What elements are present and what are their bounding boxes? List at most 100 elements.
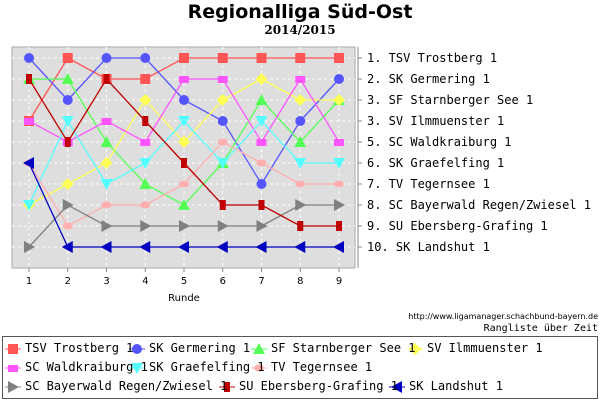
data-point xyxy=(178,116,190,127)
data-point xyxy=(295,199,307,211)
data-point xyxy=(334,180,344,188)
data-point xyxy=(217,116,228,126)
x-tick-label: 7 xyxy=(258,276,264,287)
rank-label: 5. SC Waldkraiburg 1 xyxy=(367,135,512,149)
rank-label: 2. SK Germering 1 xyxy=(367,72,490,86)
data-point xyxy=(254,364,264,372)
data-point xyxy=(294,241,306,253)
x-tick-label: 8 xyxy=(297,276,303,287)
data-point xyxy=(216,241,228,253)
data-point xyxy=(100,157,113,169)
x-tick-label: 6 xyxy=(220,276,226,287)
data-point xyxy=(219,200,226,210)
data-point xyxy=(61,73,74,84)
data-point xyxy=(295,76,306,83)
x-tick-label: 3 xyxy=(103,276,109,287)
data-point xyxy=(140,220,152,232)
rank-label: 8. SC Bayerwald Regen/Zwiesel 1 xyxy=(367,198,591,212)
data-point xyxy=(294,136,307,147)
data-point xyxy=(139,158,152,169)
data-point xyxy=(334,199,345,211)
legend-item-label: SU Ebersberg-Grafing 1 xyxy=(239,379,398,393)
data-point xyxy=(140,74,151,84)
data-point xyxy=(295,53,306,63)
series-sk-graefelfing-1 xyxy=(23,116,345,211)
data-point xyxy=(132,344,142,354)
data-point xyxy=(139,94,152,106)
data-point xyxy=(62,95,73,105)
data-point xyxy=(101,220,113,232)
data-point xyxy=(24,241,35,253)
source-url[interactable]: http://www.ligamanager.schachbund-bayern… xyxy=(408,312,598,321)
series-su-ebersberg-grafing-1 xyxy=(26,74,342,231)
data-point xyxy=(100,136,113,147)
data-point xyxy=(181,158,187,168)
rank-label: 10. SK Landshut 1 xyxy=(367,240,490,254)
legend-item-label: SK Germering 1 xyxy=(149,341,251,355)
data-point xyxy=(140,201,151,209)
data-point xyxy=(179,220,190,232)
data-point xyxy=(24,53,34,63)
data-point xyxy=(334,74,344,84)
data-point xyxy=(391,381,402,393)
data-point xyxy=(179,180,189,188)
data-point xyxy=(297,221,304,231)
data-point xyxy=(140,53,151,63)
data-point xyxy=(294,94,307,106)
data-point xyxy=(24,118,34,125)
data-point xyxy=(333,94,345,106)
data-point xyxy=(26,74,32,84)
legend-item-label: SC Bayerwald Regen/Zwiesel 1 xyxy=(25,379,228,393)
data-point xyxy=(336,221,342,231)
x-tick-label: 5 xyxy=(181,276,187,287)
data-point xyxy=(100,241,112,253)
series-sk-germering-1 xyxy=(24,53,344,189)
data-point xyxy=(101,201,112,209)
data-point xyxy=(139,178,152,189)
data-point xyxy=(216,94,229,106)
data-point xyxy=(64,137,71,147)
data-point xyxy=(8,381,19,393)
data-point xyxy=(256,159,267,167)
rank-label: 6. SK Graefelfing 1 xyxy=(367,156,504,170)
data-point xyxy=(333,158,345,169)
data-point xyxy=(101,53,112,63)
data-point xyxy=(178,199,190,210)
x-tick-label: 9 xyxy=(336,276,342,287)
data-point xyxy=(62,199,74,211)
data-point xyxy=(23,157,34,169)
data-point xyxy=(8,365,18,372)
data-point xyxy=(131,363,143,374)
data-point xyxy=(256,53,267,63)
data-point xyxy=(178,241,189,253)
rank-label: 9. SU Ebersberg-Grafing 1 xyxy=(367,219,548,233)
data-point xyxy=(334,139,344,146)
data-point xyxy=(256,139,267,146)
data-point xyxy=(258,200,265,210)
data-point xyxy=(295,116,306,126)
data-point xyxy=(179,95,189,105)
rank-label: 7. TV Tegernsee 1 xyxy=(367,177,490,191)
legend: TSV Trostberg 1 SK Germering 1 SF Starnber… xyxy=(2,336,598,399)
rank-label: 1. TSV Trostberg 1 xyxy=(367,51,497,65)
data-point xyxy=(217,76,228,83)
data-point xyxy=(295,180,306,188)
data-point xyxy=(255,94,268,105)
legend-item-label: SK Landshut 1 xyxy=(409,379,503,393)
rank-label: 3. SV Ilmmuenster 1 xyxy=(367,114,504,128)
data-point xyxy=(179,76,189,83)
data-point xyxy=(139,241,151,253)
data-point xyxy=(409,343,421,355)
legend-markers xyxy=(5,343,423,393)
x-tick-label: 4 xyxy=(142,276,148,287)
series-sv-ilmmuenster-1 xyxy=(23,73,345,211)
data-point xyxy=(140,139,151,146)
data-point xyxy=(179,53,189,63)
rank-label: 3. SF Starnberger See 1 xyxy=(367,93,533,107)
legend-item-label: TSV Trostberg 1 xyxy=(25,341,134,355)
data-point xyxy=(256,179,267,189)
chart-title: Regionalliga Süd-Ost xyxy=(187,1,413,23)
data-point xyxy=(61,178,74,190)
data-point xyxy=(217,138,228,146)
